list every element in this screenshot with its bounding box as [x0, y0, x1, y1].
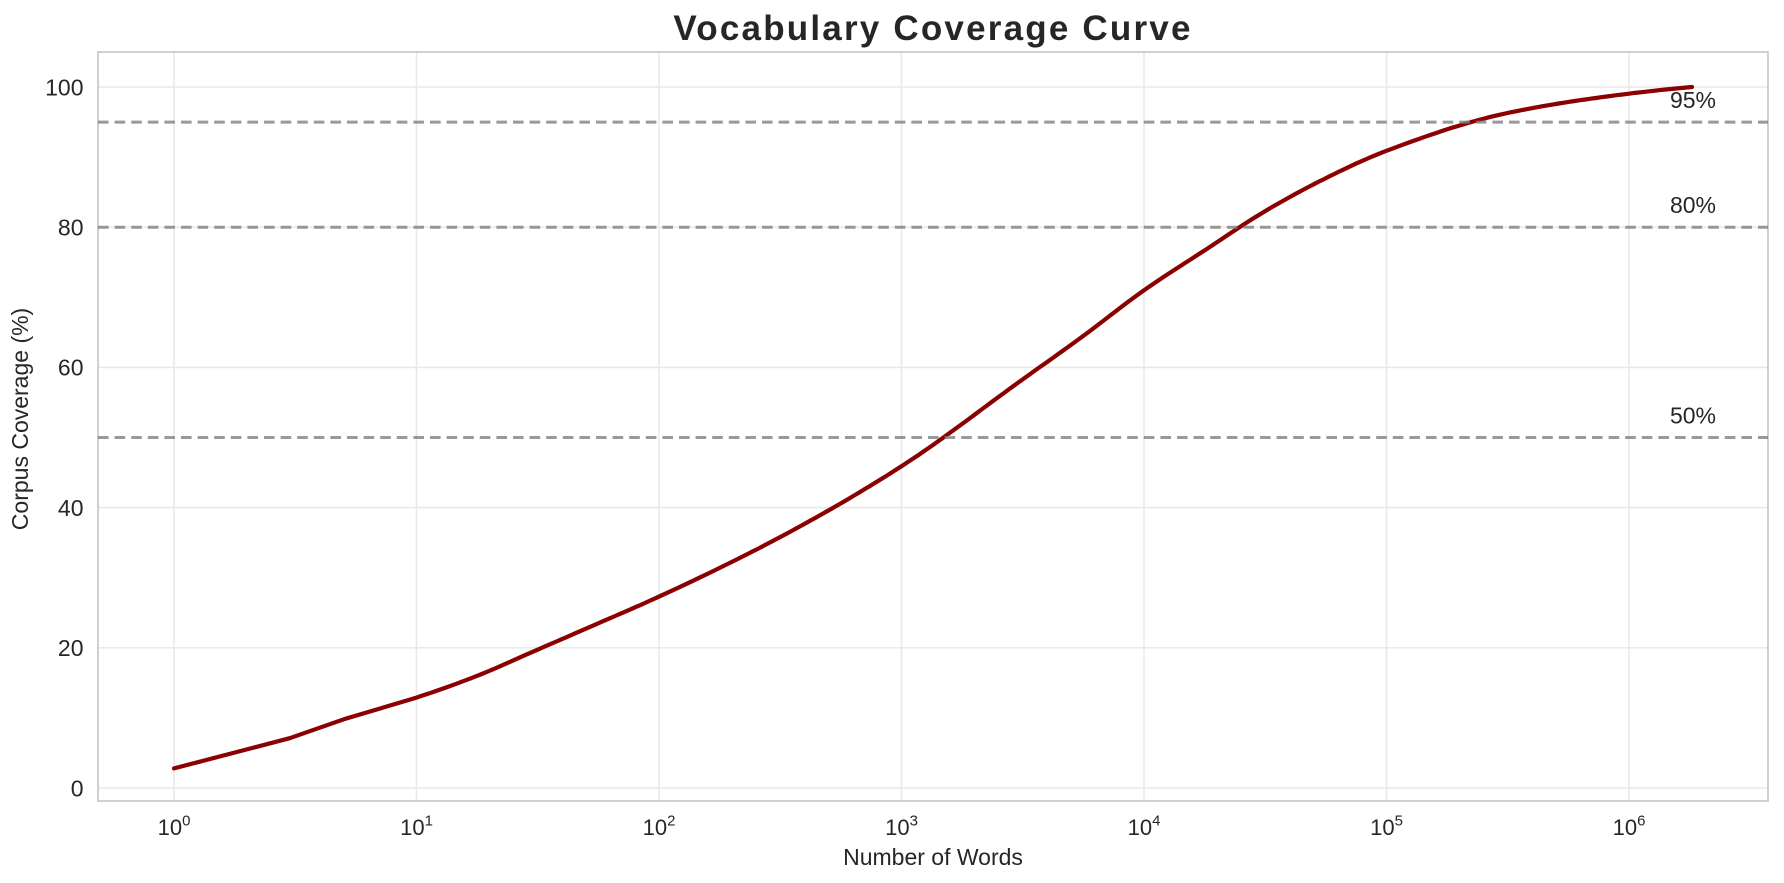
svg-text:Number of Words: Number of Words: [843, 844, 1023, 870]
svg-text:50%: 50%: [1670, 403, 1716, 429]
svg-text:0: 0: [71, 775, 84, 801]
svg-text:40: 40: [58, 495, 84, 521]
svg-text:80%: 80%: [1670, 192, 1716, 218]
svg-text:20: 20: [58, 635, 84, 661]
svg-text:100: 100: [45, 74, 83, 100]
svg-text:95%: 95%: [1670, 87, 1716, 113]
svg-text:60: 60: [58, 355, 84, 381]
svg-text:Vocabulary Coverage Curve: Vocabulary Coverage Curve: [673, 9, 1192, 48]
svg-text:Corpus Coverage (%): Corpus Coverage (%): [7, 308, 33, 530]
svg-text:80: 80: [58, 215, 84, 241]
